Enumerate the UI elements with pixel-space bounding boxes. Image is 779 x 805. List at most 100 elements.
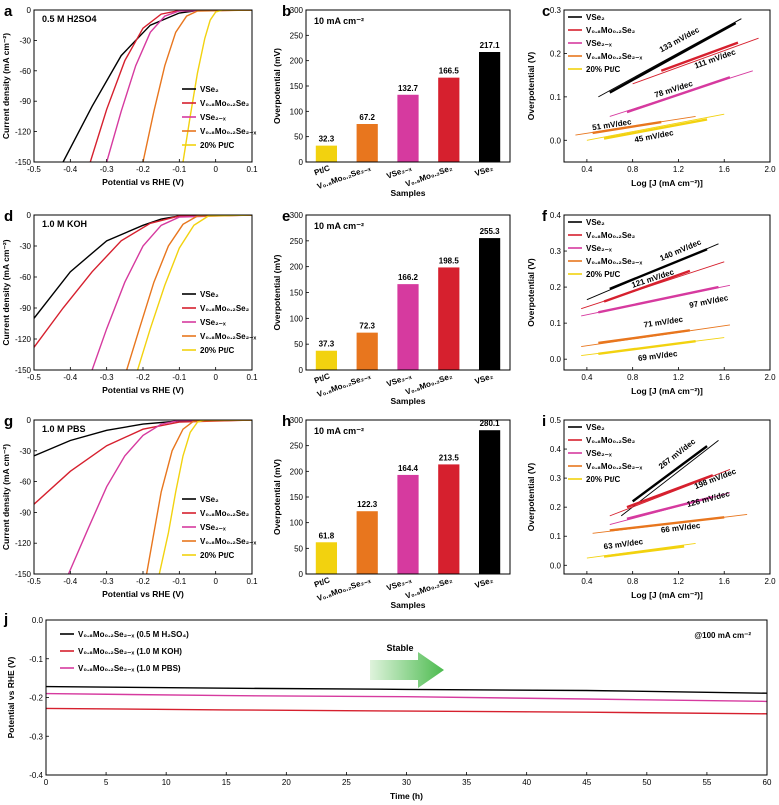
i-ytick-label: 0.1 [550,532,562,541]
chart-b: 32.3Pt/C67.2V₀.₈Mo₀.₂Se₂₋ₓ132.7VSe₂₋ₓ166… [272,3,511,198]
j-ytick-label: 0.0 [32,616,44,625]
bar-1 [356,332,378,370]
b-condition-label: 10 mA cm⁻² [314,16,364,26]
j-legend-label: V₀.₈Mo₀.₂Se₂₋ₓ (1.0 M PBS) [78,664,181,673]
tafel-data-segment [626,76,731,114]
tafel-data-segment [603,269,691,303]
a-ytick-label: -60 [19,67,31,76]
bar-category-label: Pt/C [313,371,331,385]
h-ytick-label: 50 [294,544,303,553]
h-ytick-label: 0 [299,570,304,579]
f-legend-label: VSe₂₋ₓ [586,244,612,253]
j-xtick-label: 60 [763,778,772,787]
c-legend-label: VSe₂ [586,13,605,22]
j-xtick-label: 45 [582,778,591,787]
g-ytick-label: -90 [19,508,31,517]
lsv-series-line [126,215,252,370]
c-ytick-label: 0.0 [550,136,562,145]
bar-4 [478,238,501,370]
tafel-slope-label: 97 mV/dec [688,293,729,310]
bar-value-label: 166.5 [439,67,460,76]
lsv-series-line [34,215,252,348]
f-ylabel: Overpotential (V) [526,258,536,327]
f-legend-label: V₀.₈Mo₀.₂Se₂₋ₓ [586,257,642,266]
tafel-fit-line [632,37,759,85]
c-xtick-label: 0.4 [581,165,593,174]
j-legend-label: V₀.₈Mo₀.₂Se₂₋ₓ (0.5 M H₂SO₄) [78,630,189,639]
i-legend-label: VSe₂₋ₓ [586,449,612,458]
bar-category-label: VSe₂ [474,575,495,590]
b-xlabel: Samples [391,188,426,198]
a-xtick-label: 0.1 [246,165,258,174]
bar-value-label: 164.4 [398,464,419,473]
g-xlabel: Potential vs RHE (V) [102,589,184,599]
bar-category-label: Pt/C [313,163,331,177]
lsv-series-line [62,10,252,162]
tafel-data-segment [660,41,739,72]
chart-d: -0.5 -0.4 -0.3 -0.2 -0.1 0 0.1 0 -30 -60 -90 -120 -1… [1,208,258,395]
tafel-data-segment [609,248,708,291]
d-ytick-label: -30 [19,242,31,251]
d-xtick-label: 0.1 [246,373,258,382]
a-ytick-label: 0 [27,6,32,15]
a-legend-label: 20% Pt/C [200,141,234,150]
panel-label-b: b [282,3,291,20]
lsv-series-line [34,420,252,505]
b-ytick-label: 100 [290,107,304,116]
tafel-data-segment [609,516,725,532]
j-xtick-label: 5 [104,778,109,787]
g-ytick-label: -30 [19,447,31,456]
tafel-data-segment [603,118,708,140]
i-ytick-label: 0.0 [550,561,562,570]
g-ytick-label: -60 [19,478,31,487]
c-frame [563,9,771,163]
d-xtick-label: -0.1 [172,373,186,382]
f-xtick-label: 0.4 [581,373,593,382]
bar-category-label: V₀.₈Mo₀.₂Se₂ [404,575,454,600]
d-condition: 1.0 M KOH [42,219,87,229]
f-xtick-label: 1.2 [673,373,685,382]
g-ytick-label: -150 [15,570,32,579]
bar-value-label: 72.3 [359,322,375,331]
tafel-data-segment [598,285,719,314]
g-legend-label: V₀.₈Mo₀.₂Se₂₋ₓ [200,537,256,546]
bar-3 [438,77,460,162]
i-xtick-label: 1.6 [719,577,731,586]
c-ytick-label: 0.3 [550,6,562,15]
f-xtick-label: 2.0 [764,373,776,382]
g-legend-label: VSe₂₋ₓ [200,523,226,532]
a-xlabel: Potential vs RHE (V) [102,177,184,187]
d-xtick-label: -0.2 [136,373,150,382]
bar-value-label: 255.3 [480,227,501,236]
g-legend-label: 20% Pt/C [200,551,234,560]
d-legend-label: VSe₂ [200,290,219,299]
i-legend-label: V₀.₈Mo₀.₂Se₂ [586,436,636,445]
e-condition-label: 10 mA cm⁻² [314,221,364,231]
c-xtick-label: 1.6 [719,165,731,174]
tafel-data-segment [603,545,685,558]
j-xtick-label: 0 [44,778,49,787]
bar-2 [397,474,419,574]
a-ylabel: Current density (mA cm⁻²) [1,33,11,139]
a-ytick-label: -90 [19,97,31,106]
tafel-slope-label: 267 mV/dec [657,437,698,471]
g-xtick-label: -0.1 [172,577,186,586]
c-xlabel: Log [J (mA cm⁻²)] [631,178,703,188]
g-xtick-label: -0.2 [136,577,150,586]
c-legend-label: V₀.₈Mo₀.₂Se₂₋ₓ [586,52,642,61]
c-xtick-label: 1.2 [673,165,685,174]
f-legend-label: V₀.₈Mo₀.₂Se₂ [586,231,636,240]
a-legend-label: V₀.₈Mo₀.₂Se₂₋ₓ [200,127,256,136]
g-xtick-label: 0.1 [246,577,258,586]
h-ytick-label: 100 [290,519,304,528]
bar-category-label: VSe₂ [474,163,495,178]
bar-1 [356,511,378,574]
tafel-slope-label: 126 mV/dec [686,489,731,509]
d-xtick-label: 0 [213,373,218,382]
g-legend-label: VSe₂ [200,495,219,504]
e-ytick-label: 150 [290,289,304,298]
h-ytick-label: 200 [290,467,304,476]
a-xtick-label: -0.5 [27,165,41,174]
